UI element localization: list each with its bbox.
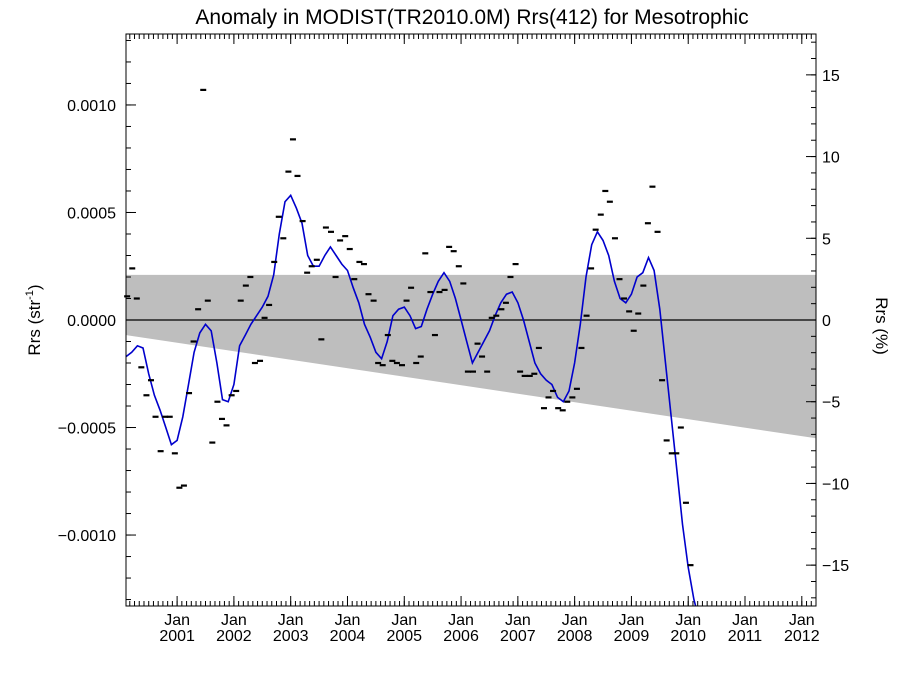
x-tick-label-year: 2003 [273,628,309,645]
smoothed-line-layer [126,193,697,606]
y-right-tick-label: −5 [822,395,840,412]
y-left-tick-label: −0.0010 [58,528,116,545]
x-tick-label-month: Jan [164,612,190,629]
x-tick-label-month: Jan [391,612,417,629]
y-left-tick-label: 0.0000 [67,313,116,330]
x-tick-label-year: 2004 [330,628,366,645]
y-right-tick-label: 10 [822,150,840,167]
x-tick-label-year: 2001 [159,628,195,645]
x-tick-label-month: Jan [448,612,474,629]
y-left-tick-label: 0.0010 [67,98,116,115]
y-left-tick-label: −0.0005 [58,421,116,438]
y-right-tick-label: 5 [822,231,831,248]
x-axis-ticks: Jan2001Jan2002Jan2003Jan2004Jan2005Jan20… [129,34,820,645]
x-tick-label-year: 2009 [614,628,650,645]
y-right-tick-label: 0 [822,313,831,330]
monthly-anomaly-markers [124,88,694,567]
x-tick-label-year: 2002 [216,628,252,645]
smoothed-anomaly-line [126,193,697,606]
x-tick-label-month: Jan [675,612,701,629]
x-tick-label-month: Jan [619,612,645,629]
y-axis-right-label: Rrs (%) [872,297,891,355]
y-right-tick-label: −10 [822,476,849,493]
y-axis-left-label: Rrs (str-1) [24,284,44,355]
x-tick-label-month: Jan [505,612,531,629]
x-tick-label-year: 2007 [500,628,536,645]
x-tick-label-year: 2012 [784,628,820,645]
x-tick-label-month: Jan [278,612,304,629]
x-tick-label-month: Jan [335,612,361,629]
x-tick-label-month: Jan [562,612,588,629]
x-tick-label-year: 2008 [557,628,593,645]
x-tick-label-year: 2005 [386,628,422,645]
x-tick-label-year: 2011 [728,628,763,645]
x-tick-label-month: Jan [732,612,758,629]
y-left-tick-label: 0.0005 [67,205,116,222]
x-tick-label-year: 2010 [670,628,706,645]
x-tick-label-month: Jan [221,612,247,629]
x-tick-label-month: Jan [789,612,815,629]
y-right-tick-label: −15 [822,558,849,575]
y-right-tick-label: 15 [822,68,840,85]
x-tick-label-year: 2006 [443,628,479,645]
chart-title: Anomaly in MODIST(TR2010.0M) Rrs(412) fo… [195,6,748,29]
y-axis-right-ticks: 15 10 5 0 −5 −10 −15 [806,41,849,599]
y-axis-left-ticks: 0.0010 0.0005 0.0000 −0.0005 −0.0010 [58,39,136,601]
